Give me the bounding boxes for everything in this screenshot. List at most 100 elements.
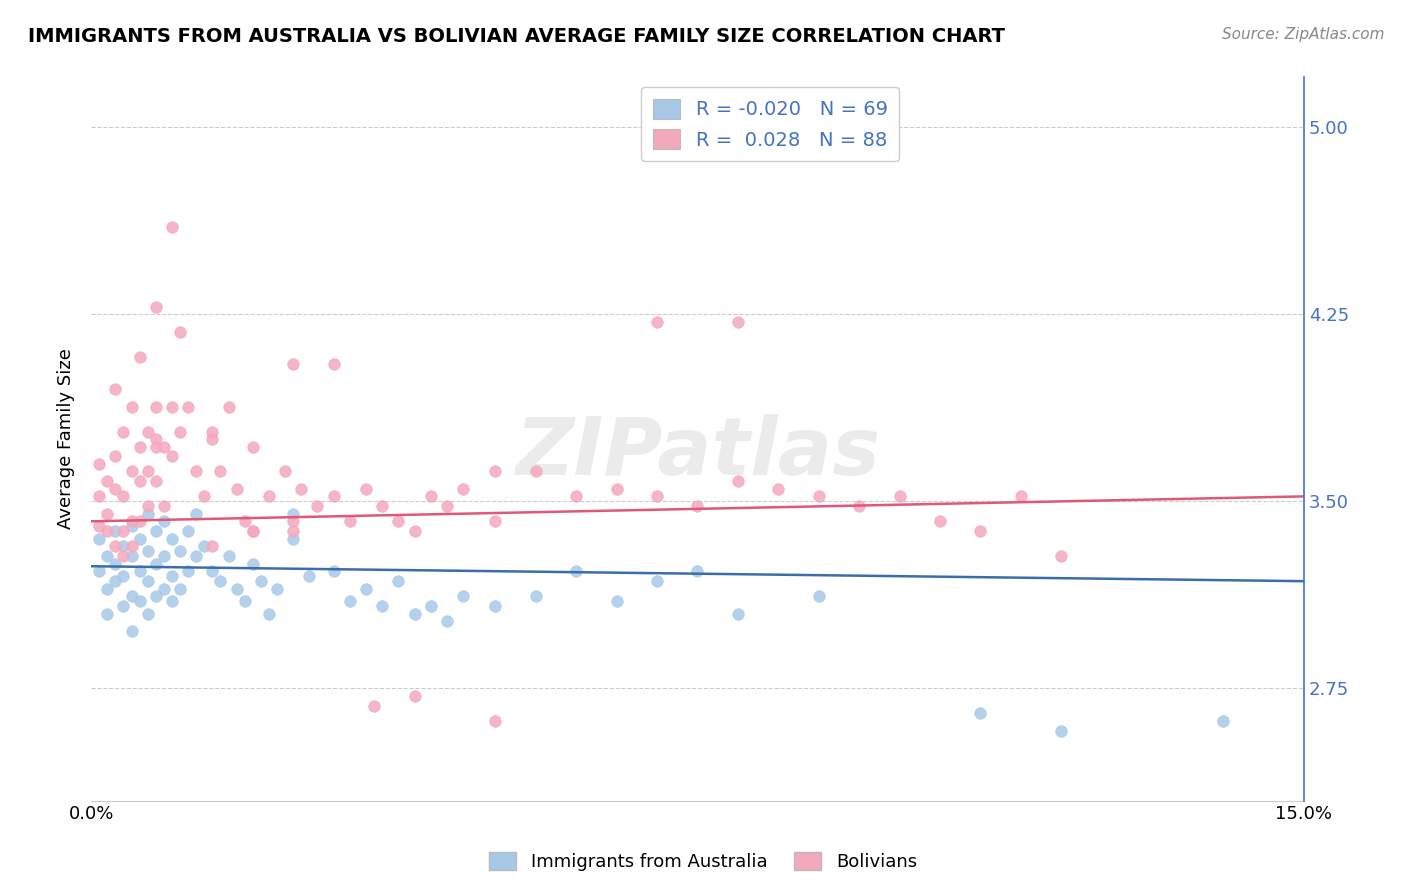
Point [145, 557, 167, 571]
Point [128, 350, 150, 364]
Point [136, 507, 159, 521]
Point [242, 524, 264, 539]
Point [419, 489, 441, 503]
Point [89, 532, 111, 546]
Point [89, 489, 111, 503]
Point [145, 440, 167, 454]
Point [136, 465, 159, 479]
Point [451, 482, 474, 496]
Point [112, 599, 135, 613]
Point [169, 325, 191, 339]
Point [969, 706, 991, 721]
Point [160, 594, 183, 608]
Text: ZIPatlas: ZIPatlas [515, 415, 880, 492]
Point [645, 315, 668, 329]
Point [160, 569, 183, 583]
Point [186, 507, 208, 521]
Point [307, 500, 329, 514]
Point [121, 400, 143, 414]
Point [686, 500, 709, 514]
Point [451, 589, 474, 603]
Point [1010, 489, 1032, 503]
Point [201, 539, 224, 553]
Point [145, 432, 167, 446]
Point [136, 425, 159, 439]
Point [242, 557, 264, 571]
Point [104, 524, 127, 539]
Point [387, 574, 409, 589]
Point [160, 220, 183, 235]
Point [145, 475, 167, 489]
Y-axis label: Average Family Size: Average Family Size [58, 349, 75, 530]
Point [96, 507, 118, 521]
Point [339, 594, 361, 608]
Point [112, 524, 135, 539]
Point [169, 425, 191, 439]
Point [193, 489, 215, 503]
Point [484, 599, 506, 613]
Point [404, 607, 426, 621]
Point [89, 564, 111, 578]
Point [1050, 723, 1073, 738]
Point [193, 539, 215, 553]
Point [686, 564, 709, 578]
Point [153, 514, 176, 528]
Point [186, 465, 208, 479]
Point [250, 574, 273, 589]
Point [225, 582, 247, 596]
Point [565, 489, 588, 503]
Point [96, 524, 118, 539]
Point [606, 594, 628, 608]
Point [153, 582, 176, 596]
Point [283, 507, 305, 521]
Point [889, 489, 911, 503]
Point [484, 514, 506, 528]
Point [807, 589, 830, 603]
Point [606, 482, 628, 496]
Point [218, 549, 240, 564]
Legend: R = -0.020   N = 69, R =  0.028   N = 88: R = -0.020 N = 69, R = 0.028 N = 88 [641, 87, 900, 161]
Point [96, 475, 118, 489]
Point [565, 564, 588, 578]
Point [290, 482, 312, 496]
Point [96, 582, 118, 596]
Point [484, 465, 506, 479]
Point [145, 300, 167, 314]
Point [89, 519, 111, 533]
Point [177, 564, 200, 578]
Point [848, 500, 870, 514]
Point [136, 500, 159, 514]
Point [969, 524, 991, 539]
Point [283, 532, 305, 546]
Point [104, 450, 127, 464]
Point [112, 425, 135, 439]
Point [128, 564, 150, 578]
Point [283, 514, 305, 528]
Point [225, 482, 247, 496]
Point [112, 489, 135, 503]
Point [363, 698, 385, 713]
Point [242, 524, 264, 539]
Point [145, 400, 167, 414]
Point [266, 582, 288, 596]
Point [436, 614, 458, 628]
Point [283, 524, 305, 539]
Point [371, 599, 394, 613]
Point [145, 524, 167, 539]
Point [96, 607, 118, 621]
Point [929, 514, 952, 528]
Point [387, 514, 409, 528]
Point [274, 465, 297, 479]
Point [153, 440, 176, 454]
Point [121, 514, 143, 528]
Point [104, 382, 127, 396]
Point [201, 564, 224, 578]
Point [371, 500, 394, 514]
Point [112, 549, 135, 564]
Point [298, 569, 321, 583]
Point [354, 582, 377, 596]
Point [112, 539, 135, 553]
Point [322, 489, 344, 503]
Point [201, 425, 224, 439]
Point [354, 482, 377, 496]
